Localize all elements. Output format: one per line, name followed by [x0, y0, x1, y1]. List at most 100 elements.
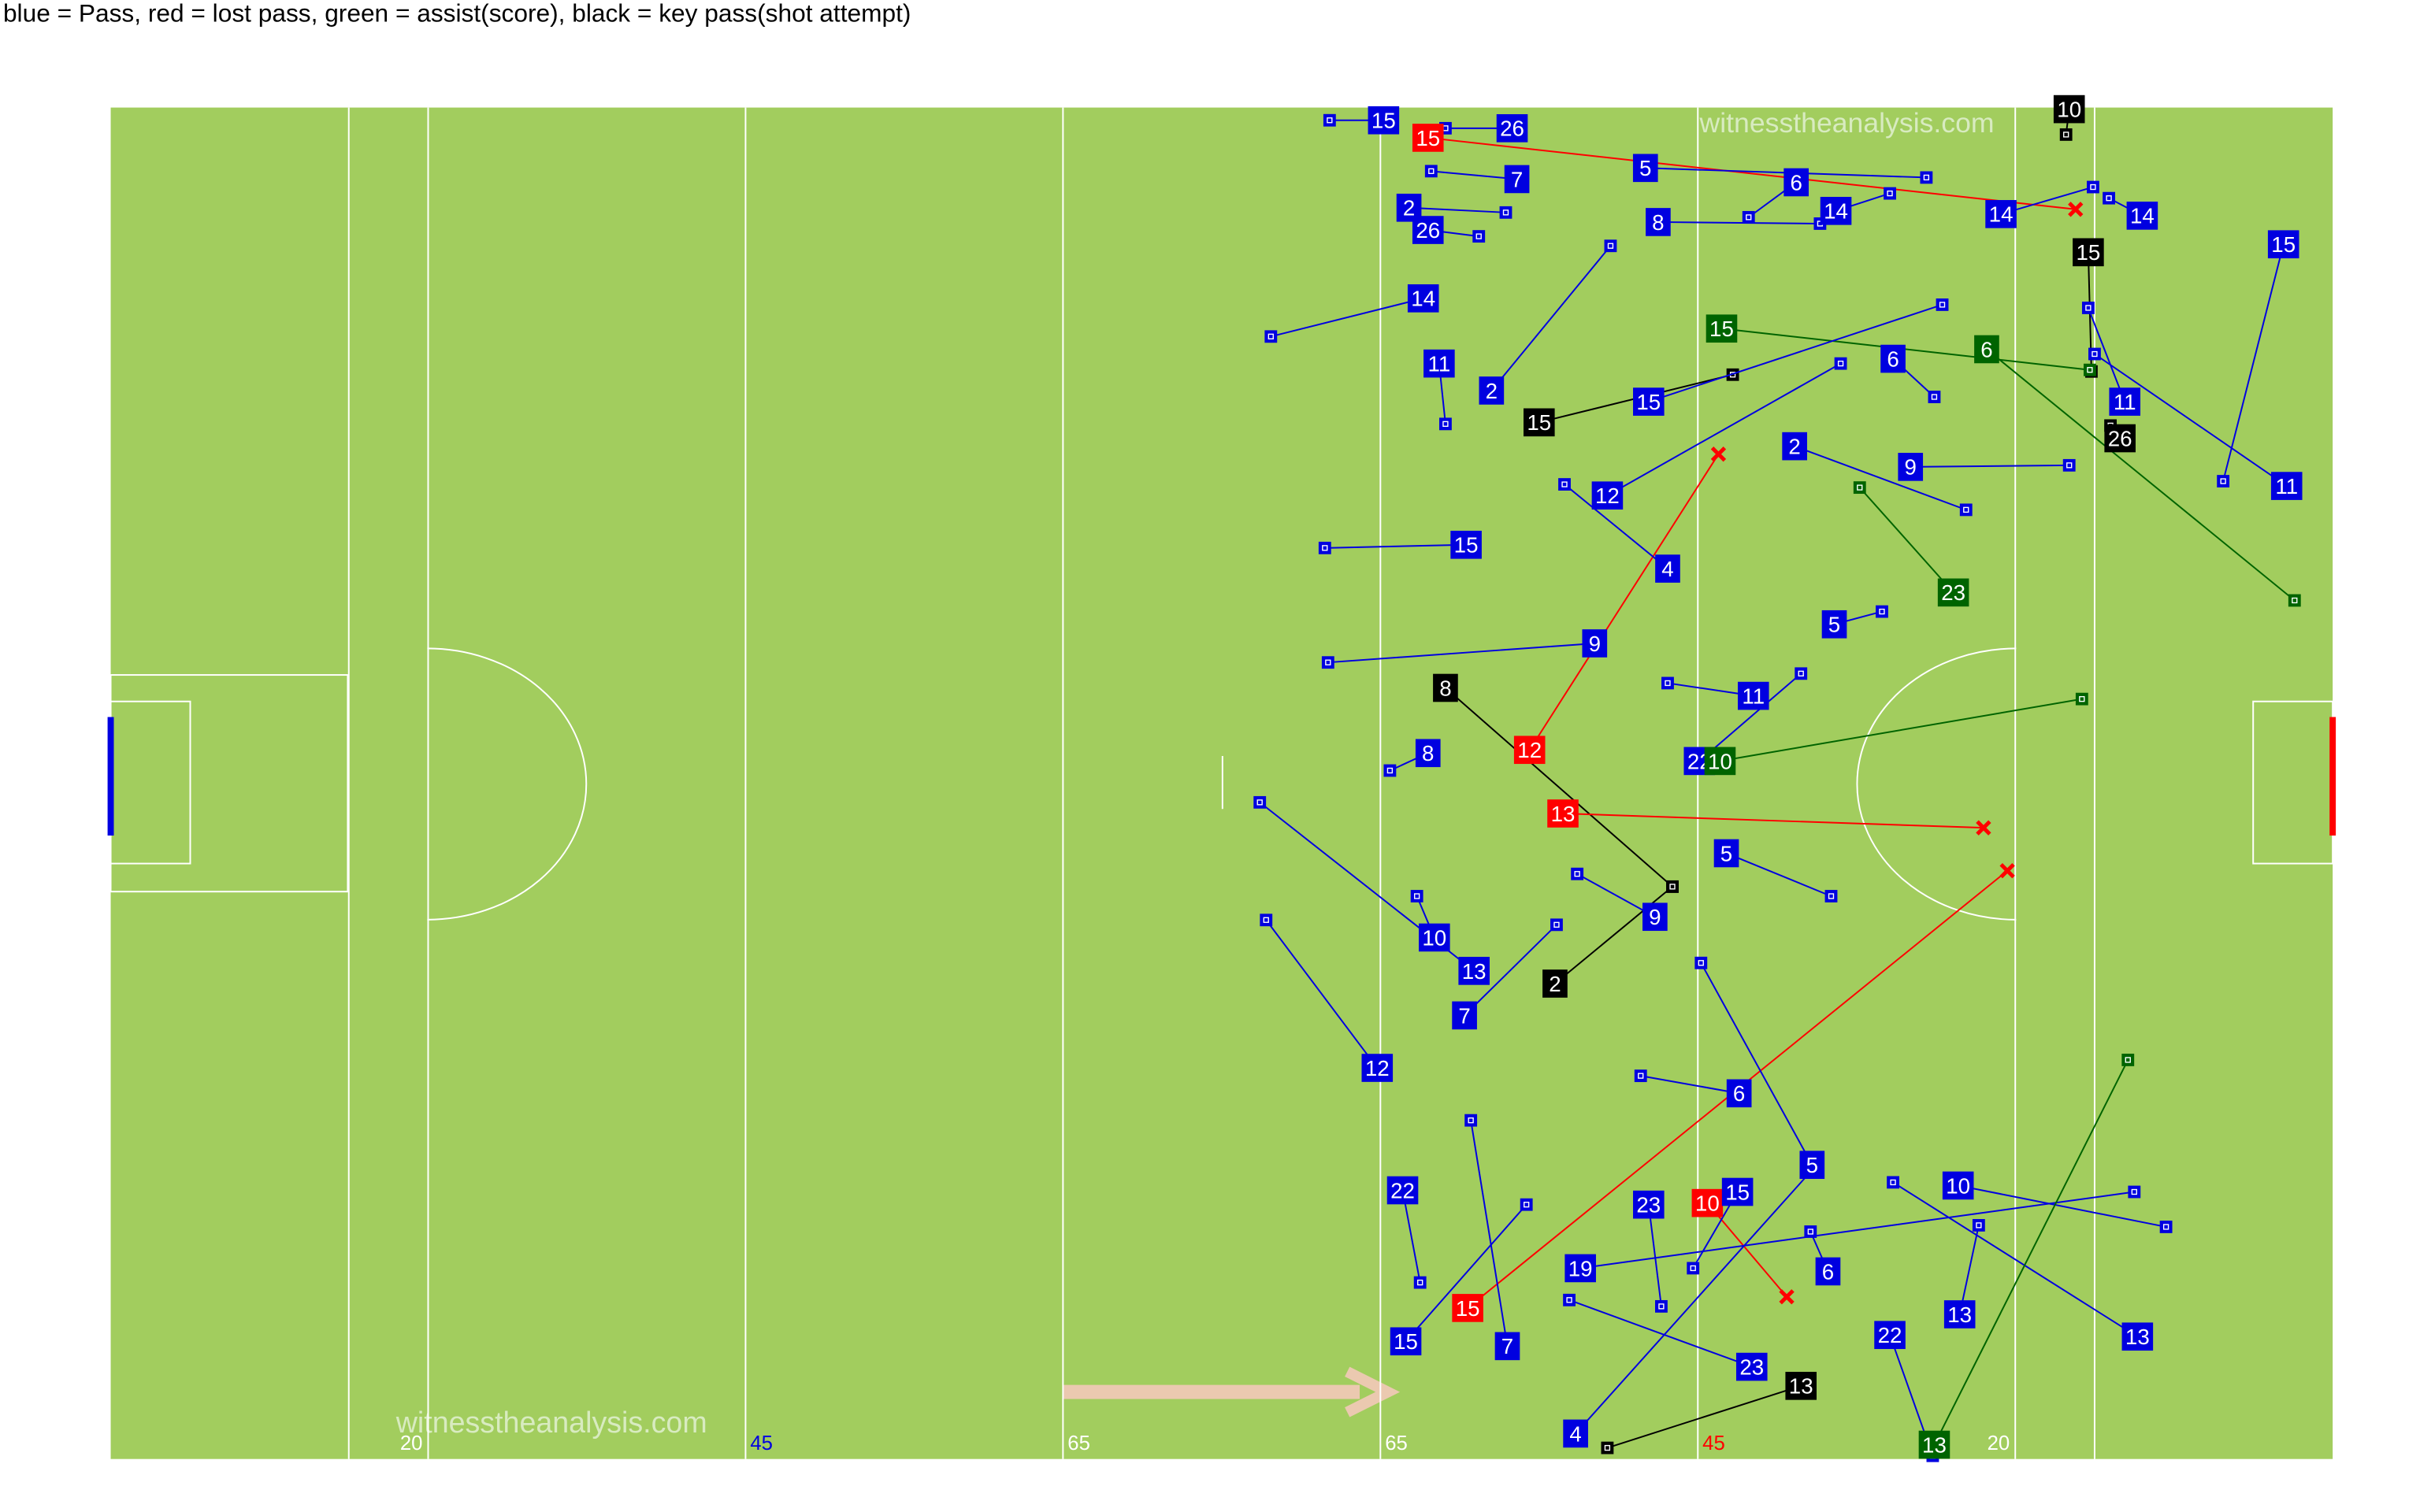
pass-line — [1720, 698, 2082, 762]
player-box — [1815, 1257, 1841, 1286]
player-number: 15 — [1456, 1296, 1480, 1321]
pass-line — [1401, 1190, 1421, 1283]
pass-line — [1698, 673, 1802, 762]
player-box — [2073, 238, 2104, 267]
pass-line — [1892, 1181, 2138, 1338]
lost-marker — [1710, 447, 1727, 462]
player-box — [1735, 1352, 1768, 1381]
player-box — [1407, 284, 1439, 313]
pass-line — [1607, 1384, 1802, 1449]
receive-marker-inner — [1976, 1222, 1982, 1228]
receive-marker — [1253, 795, 1267, 809]
player-box — [1542, 969, 1568, 998]
player-box — [2270, 472, 2303, 500]
player-number: 14 — [1824, 199, 1848, 224]
receive-marker — [2288, 594, 2301, 607]
player-number: 8 — [1439, 676, 1451, 700]
receive-marker-inner — [1475, 233, 1482, 239]
player-number: 6 — [1790, 170, 1802, 195]
receive-marker-inner — [1658, 1303, 1665, 1310]
receive-marker-inner — [1604, 1444, 1611, 1451]
player-number: 14 — [1989, 202, 2014, 227]
receive-marker-inner — [1837, 360, 1844, 367]
receive-marker — [1876, 605, 1888, 618]
player-number: 15 — [1371, 109, 1396, 133]
player-box — [1633, 1190, 1665, 1219]
pass-line — [2094, 353, 2288, 487]
receive-marker — [1928, 391, 1941, 403]
receive-marker — [2088, 347, 2101, 361]
player-box — [1782, 432, 1807, 461]
receive-marker-inner — [2131, 1188, 2137, 1195]
receive-marker-inner — [2066, 462, 2073, 469]
player-box — [1564, 1254, 1596, 1283]
player-box — [1821, 610, 1847, 639]
player-number: 5 — [1639, 156, 1651, 180]
player-box — [1450, 530, 1482, 559]
pass-line — [1327, 642, 1595, 664]
receive-marker-inner — [1638, 1073, 1644, 1079]
receive-marker — [1687, 1262, 1700, 1275]
pass-line — [1265, 919, 1379, 1069]
pass-line — [1606, 362, 1842, 497]
receive-marker — [1410, 890, 1423, 902]
lost-marker — [2068, 202, 2084, 217]
player-number: 6 — [1980, 337, 1992, 361]
receive-marker-inner — [1561, 481, 1568, 487]
receive-marker-inner — [1524, 1202, 1530, 1208]
player-box — [1799, 1151, 1825, 1180]
player-number: 23 — [1941, 580, 1965, 605]
receive-marker-inner — [2162, 1224, 2169, 1230]
receive-marker — [1464, 1114, 1478, 1127]
receive-marker-inner — [1502, 209, 1509, 216]
receive-marker — [1439, 417, 1452, 431]
receive-marker-inner — [1325, 659, 1331, 665]
receive-marker — [1318, 541, 1331, 554]
receive-marker — [1563, 1293, 1576, 1306]
player-number: 15 — [1394, 1329, 1418, 1354]
player-number: 2 — [1788, 435, 1800, 459]
receive-marker — [2081, 302, 2095, 314]
player-box — [2126, 202, 2158, 230]
receive-marker-inner — [2292, 597, 2298, 604]
pass-line — [1271, 297, 1423, 338]
receive-marker — [2128, 1185, 2141, 1199]
pass-line — [1958, 1225, 1980, 1315]
pass-line — [1554, 886, 1673, 984]
player-box — [1874, 1321, 1906, 1350]
receive-marker — [1655, 1299, 1668, 1313]
arc — [1856, 647, 2017, 921]
lost-marker — [1976, 820, 1991, 836]
receive-marker-inner — [2085, 305, 2092, 311]
receive-marker — [1884, 187, 1896, 200]
pass-line — [1562, 813, 1984, 829]
receive-marker-inner — [1690, 1265, 1696, 1272]
player-number: 7 — [1511, 167, 1523, 191]
player-box — [1942, 1171, 1974, 1200]
player-number: 9 — [1649, 905, 1661, 929]
player-box — [1632, 154, 1658, 183]
player-box — [2053, 94, 2085, 124]
receive-marker — [1323, 113, 1336, 127]
player-number: 22 — [1390, 1178, 1415, 1203]
receive-marker-inner — [2106, 195, 2112, 202]
lost-marker — [1779, 1289, 1795, 1305]
player-box — [1785, 1372, 1817, 1400]
player-number: 2 — [1403, 196, 1415, 220]
player-box — [1458, 957, 1490, 985]
receive-marker — [1264, 330, 1278, 343]
pass-line — [1576, 873, 1656, 918]
receive-marker — [1571, 867, 1584, 880]
player-number: 15 — [2076, 240, 2100, 265]
player-box — [1713, 839, 1739, 868]
player-number: 9 — [1905, 455, 1917, 480]
pass-line — [1470, 1120, 1509, 1347]
pass-line — [1564, 484, 1668, 569]
pass-line — [1986, 348, 2296, 602]
player-box — [2267, 230, 2299, 259]
receive-marker-inner — [1857, 484, 1863, 491]
receive-marker — [2103, 191, 2115, 205]
player-number: 12 — [1365, 1056, 1390, 1080]
pass-line — [1647, 1204, 1662, 1307]
receive-marker-inner — [2087, 367, 2093, 373]
